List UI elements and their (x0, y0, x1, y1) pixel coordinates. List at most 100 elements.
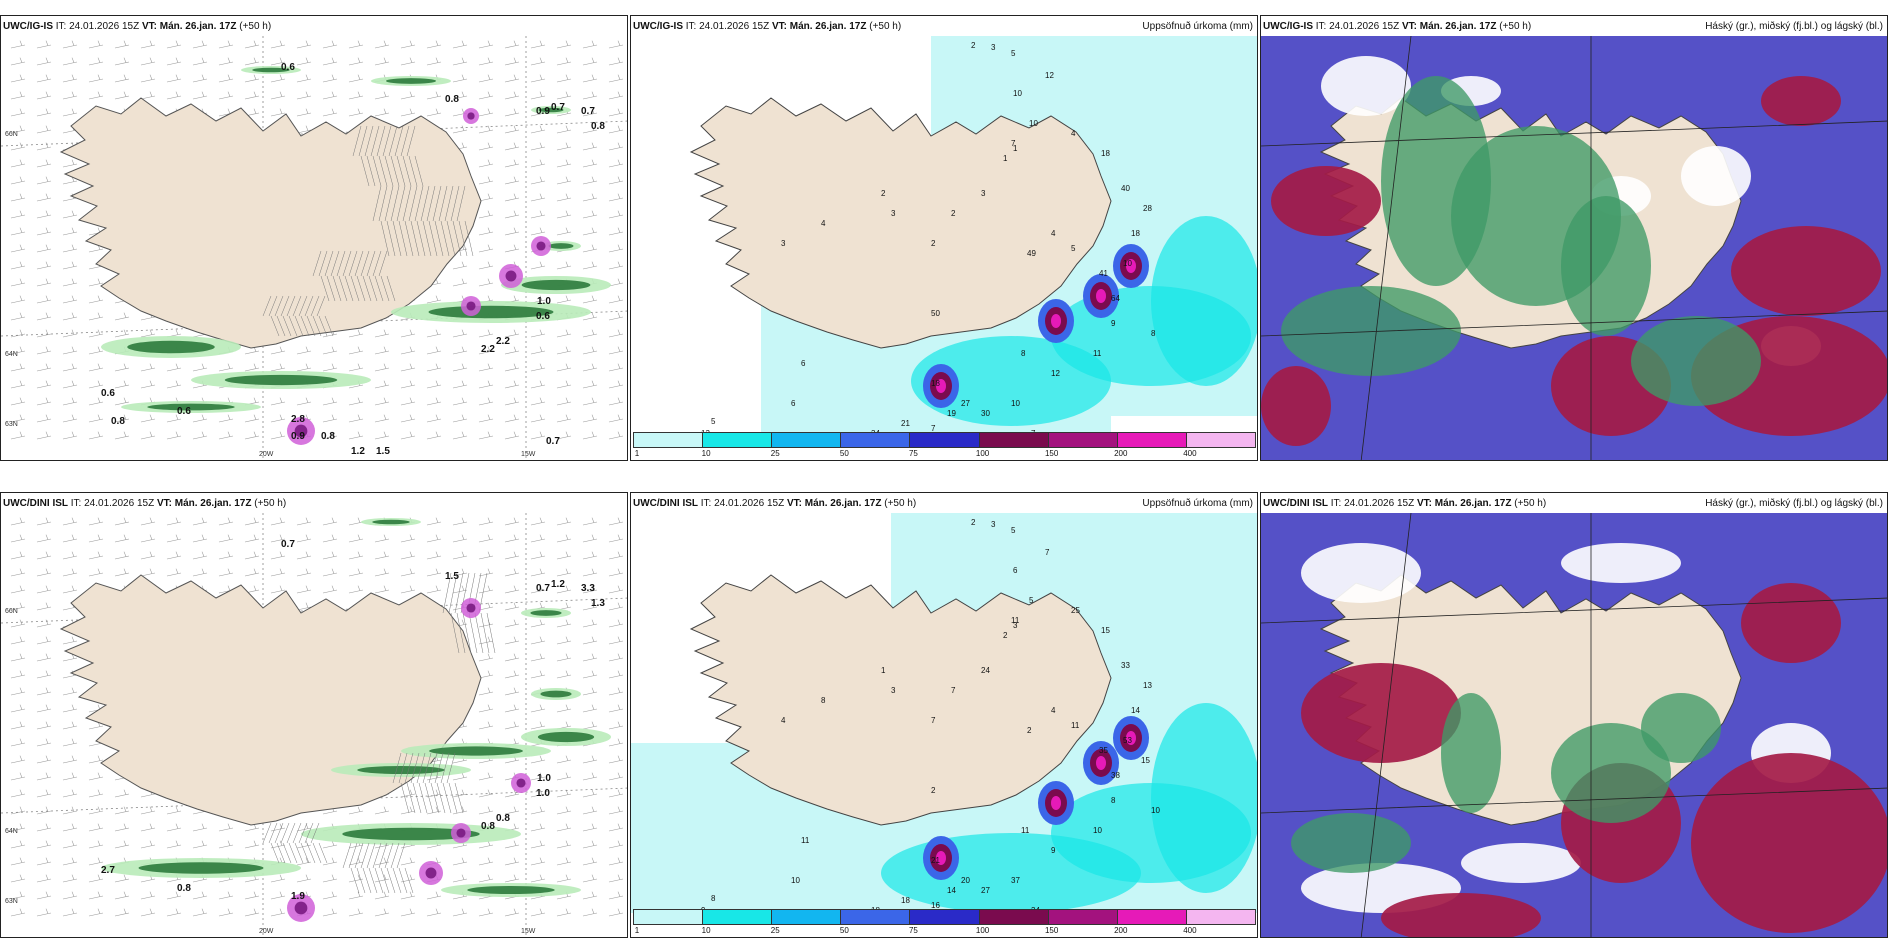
model-name: UWC/IG-IS (3, 21, 53, 32)
wind-barb (556, 755, 572, 764)
wind-barb (114, 363, 130, 372)
wind-barb (114, 789, 130, 798)
wind-barb (530, 414, 546, 423)
high-cloud (1271, 166, 1381, 236)
wind-barb (36, 874, 52, 883)
wind-barb (582, 142, 598, 151)
colorbar-tick: 75 (908, 926, 918, 935)
wind-barb (504, 789, 520, 798)
wind-barb (504, 227, 520, 236)
precip-label: 2 (931, 786, 936, 795)
wind-barb (36, 857, 52, 866)
wind-barb (10, 534, 26, 543)
hatch-line (366, 250, 376, 277)
wind-barb (478, 363, 494, 372)
wind-barb (608, 874, 624, 883)
wind-barb (36, 142, 52, 151)
wind-barb (504, 380, 520, 389)
hatch-line (456, 612, 466, 654)
wind-barb (478, 176, 494, 185)
wind-barb (10, 908, 26, 917)
wind-barb (504, 159, 520, 168)
hatch-line (298, 295, 308, 317)
wind-barb (556, 670, 572, 679)
precip-label: 18 (1131, 229, 1140, 238)
wind-barb (10, 193, 26, 202)
wind-barb (10, 687, 26, 696)
wind-barb (426, 40, 442, 49)
wind-barb (348, 517, 364, 526)
wind-barb (218, 91, 234, 100)
wind-barb (426, 789, 442, 798)
wind-barb (88, 363, 104, 372)
precip-label: 13 (1143, 681, 1152, 690)
dark-green-band (252, 67, 290, 73)
hatch-line (332, 275, 342, 302)
wind-barb (244, 40, 260, 49)
wind-barb (10, 380, 26, 389)
hatch-line (448, 572, 458, 614)
wind-barb (244, 908, 260, 917)
wind-barb (374, 397, 390, 406)
hatch-line (378, 185, 388, 222)
wind-barb (88, 414, 104, 423)
wind-barb (400, 789, 416, 798)
wind-barb (478, 431, 494, 440)
wind-barb (88, 891, 104, 900)
wind-barb (374, 534, 390, 543)
wind-barb (114, 908, 130, 917)
precip-label: 11 (1021, 826, 1030, 835)
cloud-map (1261, 36, 1887, 460)
wind-barb (166, 823, 182, 832)
wind-barb (478, 380, 494, 389)
wind-barb (296, 874, 312, 883)
wind-barb (478, 227, 494, 236)
wind-barb (10, 636, 26, 645)
wind-barb (608, 295, 624, 304)
axis-label: 63N (5, 898, 18, 905)
wind-barb (36, 295, 52, 304)
wind-barb (218, 414, 234, 423)
wind-barb (556, 414, 572, 423)
wind-label: 0.7 (546, 436, 560, 447)
hatch-line (276, 315, 286, 337)
wind-barb (62, 108, 78, 117)
wind-barb (218, 840, 234, 849)
wind-barb (36, 74, 52, 83)
wind-barb (348, 414, 364, 423)
wind-barb (218, 908, 234, 917)
wind-barb (608, 414, 624, 423)
magenta-core-inner (505, 270, 517, 282)
wind-barb (582, 619, 598, 628)
precip-core-peak (1051, 796, 1061, 810)
hatch-line (368, 867, 378, 894)
hatch-line (442, 572, 452, 614)
hatch-line (410, 220, 420, 257)
dark-green-band (537, 731, 595, 743)
wind-barb (296, 397, 312, 406)
dark-green-band (127, 340, 215, 354)
wind-barb (582, 806, 598, 815)
wind-barb (426, 346, 442, 355)
wind-barb (556, 142, 572, 151)
wind-barb (244, 891, 260, 900)
hatch-line (404, 867, 414, 894)
wind-barb (270, 397, 286, 406)
wind-barb (296, 534, 312, 543)
precip-label: 4 (1051, 229, 1056, 238)
wind-label: 0.8 (111, 416, 125, 427)
high-cloud (1741, 583, 1841, 663)
hatch-line (326, 275, 336, 302)
precip-label: 50 (931, 309, 940, 318)
wind-barb (478, 397, 494, 406)
wind-barb (322, 891, 338, 900)
wind-barb (348, 74, 364, 83)
wind-barb (62, 551, 78, 560)
precip-core-peak (1096, 289, 1106, 303)
wind-barb (140, 534, 156, 543)
wind-barb (452, 40, 468, 49)
hatch-line (486, 612, 496, 654)
hatch-line (410, 752, 420, 784)
wind-barb (478, 517, 494, 526)
wind-barb (62, 159, 78, 168)
